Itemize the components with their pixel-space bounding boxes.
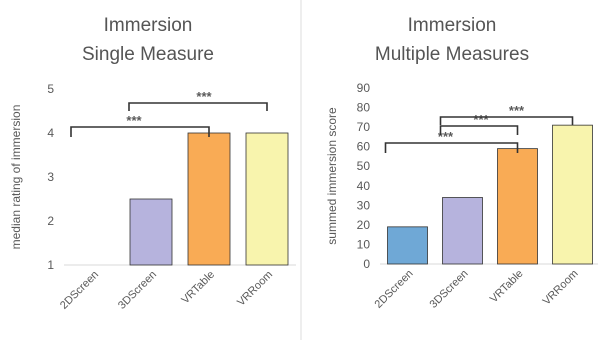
y-tick-label: 90 [357, 81, 371, 95]
y-tick-label: 40 [357, 179, 371, 193]
x-tick-label: VRRoom [541, 268, 581, 308]
panel-divider [300, 0, 302, 340]
y-axis-label: summed immersion score [325, 107, 339, 245]
chart-multiple-measures: summed immersion score 0 10 20 30 40 50 60 70 80… [325, 81, 598, 311]
x-tick-label: 2DScreen [373, 268, 416, 311]
bar-3dscreen [129, 198, 173, 266]
x-tick-label: VRTable [488, 268, 526, 306]
x-tick-label: VRTable [179, 269, 217, 307]
chart-title: Immersion [407, 15, 497, 36]
chart-title: Immersion [103, 15, 193, 36]
chart-subtitle: Multiple Measures [374, 44, 530, 65]
chart-panel-multiple-measures: Immersion Multiple Measures summed immer… [306, 0, 598, 340]
significance-label: *** [196, 89, 212, 104]
significance-bracket [439, 125, 519, 135]
significance-label: *** [509, 103, 525, 118]
y-tick-label: 50 [357, 159, 371, 173]
x-tick-label: 3DScreen [428, 268, 471, 311]
y-tick-label: 30 [357, 198, 371, 212]
y-tick-label: 10 [357, 237, 371, 251]
bar-vrroom [552, 124, 593, 265]
significance-bracket [70, 126, 210, 137]
y-tick-label: 1 [47, 258, 54, 272]
significance-label: *** [473, 112, 489, 127]
y-tick-label: 80 [357, 101, 371, 115]
bar-2dscreen [387, 226, 428, 265]
bar-3dscreen [442, 197, 483, 265]
x-tick-label: 2DScreen [58, 269, 101, 312]
bar-vrtable [497, 148, 538, 265]
y-tick-label: 5 [47, 82, 54, 96]
y-tick-label: 3 [47, 170, 54, 184]
chart-panel-single-measure: Immersion Single Measure median rating o… [0, 0, 296, 340]
significance-bracket [128, 102, 268, 111]
significance-bracket [384, 142, 519, 153]
y-tick-label: 20 [357, 218, 371, 232]
chart-single-measure: median rating of immersion 1 2 3 4 5 2DScreen… [9, 82, 296, 312]
x-tick-label: VRRoom [235, 269, 275, 309]
significance-bracket [439, 116, 574, 125]
chart-subtitle: Single Measure [81, 44, 215, 65]
y-axis-label: median rating of immersion [9, 105, 23, 250]
significance-label: *** [438, 129, 454, 144]
x-tick-label: 3DScreen [116, 269, 159, 312]
y-tick-label: 0 [363, 257, 370, 271]
bar-vrtable [187, 132, 231, 266]
significance-label: *** [126, 113, 142, 128]
y-tick-label: 2 [47, 214, 54, 228]
y-tick-label: 4 [47, 126, 54, 140]
bar-vrroom [245, 132, 289, 266]
y-tick-label: 70 [357, 120, 371, 134]
y-tick-label: 60 [357, 140, 371, 154]
